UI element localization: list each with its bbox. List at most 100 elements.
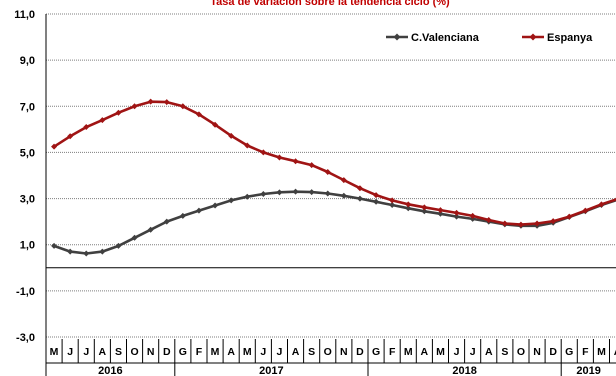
x-tick-label-month: O <box>517 346 525 358</box>
x-tick-label-month: A <box>614 346 616 358</box>
data-point <box>228 197 235 204</box>
x-tick-label-month: J <box>260 346 266 358</box>
x-tick-label-month: N <box>340 346 348 358</box>
x-tick-label-month: D <box>163 346 171 358</box>
data-point <box>195 111 202 118</box>
y-tick-label: 11,0 <box>14 9 35 21</box>
data-point <box>405 205 412 212</box>
y-tick-label: 3,0 <box>20 194 35 206</box>
data-point <box>51 143 58 150</box>
data-point <box>389 202 396 209</box>
y-tick-label: -1,0 <box>16 286 35 298</box>
data-point <box>308 162 315 169</box>
x-tick-label-month: O <box>130 346 138 358</box>
data-point <box>147 226 154 233</box>
x-tick-label-year: 2016 <box>98 365 122 376</box>
data-point <box>566 213 573 220</box>
data-point <box>244 193 251 200</box>
data-point <box>340 177 347 184</box>
data-point <box>115 109 122 116</box>
x-tick-label-month: G <box>372 346 380 358</box>
data-point <box>179 212 186 219</box>
x-tick-label-month: A <box>292 346 300 358</box>
data-point <box>212 202 219 209</box>
x-tick-label-month: G <box>565 346 573 358</box>
x-tick-label-month: F <box>389 346 396 358</box>
data-point <box>437 210 444 217</box>
x-tick-label-month: J <box>277 346 283 358</box>
x-tick-label-month: J <box>83 346 89 358</box>
x-tick-label-year: 2017 <box>259 365 283 376</box>
data-point <box>83 124 90 131</box>
x-tick-label-month: S <box>115 346 122 358</box>
legend-label-espanya: Espanya <box>547 32 593 44</box>
y-tick-label: 1,0 <box>20 240 35 252</box>
x-tick-label-month: A <box>421 346 429 358</box>
legend-item-espanya: Espanya <box>522 32 593 44</box>
chart-title: Tasa de variación sobre la tendencia cic… <box>210 0 450 8</box>
y-tick-label: 7,0 <box>20 101 35 113</box>
data-point <box>598 201 605 208</box>
data-point <box>260 149 267 156</box>
data-point <box>389 197 396 204</box>
data-point <box>437 207 444 214</box>
data-point <box>67 133 74 140</box>
legend-item-c-valenciana: C.Valenciana <box>386 32 480 44</box>
data-series <box>51 98 616 257</box>
data-point <box>324 190 331 197</box>
y-tick-labels: 11,0 9,0 7,0 5,0 3,0 1,0 -1,0 -3,0 <box>14 9 35 344</box>
data-point <box>163 218 170 225</box>
data-point <box>131 103 138 110</box>
y-tick-label: 5,0 <box>20 147 35 159</box>
data-point <box>469 212 476 219</box>
data-point <box>292 158 299 165</box>
data-point <box>115 242 122 249</box>
x-tick-label-month: N <box>147 346 155 358</box>
data-point <box>292 188 299 195</box>
data-point <box>356 195 363 202</box>
x-tick-label-month: O <box>324 346 332 358</box>
data-point <box>453 213 460 220</box>
data-point <box>534 220 541 227</box>
data-point <box>276 154 283 161</box>
x-tick-label-month: J <box>454 346 460 358</box>
x-tick-label-month: F <box>196 346 203 358</box>
data-point <box>67 248 74 255</box>
data-point <box>212 121 219 128</box>
x-tick-label-month: M <box>50 346 59 358</box>
series-c-valenciana <box>51 188 616 257</box>
x-tick-label-month: A <box>485 346 493 358</box>
x-tick-label-month: M <box>597 346 606 358</box>
data-point <box>373 198 380 205</box>
data-point <box>163 99 170 106</box>
data-point <box>195 207 202 214</box>
data-point <box>550 218 557 225</box>
x-tick-label-month: M <box>243 346 252 358</box>
x-tick-label-month: J <box>67 346 73 358</box>
data-point <box>582 207 589 214</box>
data-point <box>340 192 347 199</box>
legend: C.Valenciana Espanya <box>386 32 593 44</box>
x-tick-label-month: N <box>533 346 541 358</box>
grid-lines <box>46 13 616 338</box>
x-tick-label-month: M <box>211 346 220 358</box>
data-point <box>308 189 315 196</box>
data-point <box>83 250 90 257</box>
x-tick-label-month: J <box>470 346 476 358</box>
data-point <box>244 142 251 149</box>
data-point <box>99 117 106 124</box>
x-tick-label-month: A <box>99 346 107 358</box>
x-tick-label-month: S <box>308 346 315 358</box>
data-point <box>373 192 380 199</box>
data-point <box>51 242 58 249</box>
data-point <box>147 98 154 105</box>
data-point <box>324 169 331 176</box>
x-tick-label-month: G <box>179 346 187 358</box>
y-tick-label: -3,0 <box>16 332 35 344</box>
data-point <box>501 220 508 227</box>
x-tick-label-month: A <box>227 346 235 358</box>
x-tick-label-month: F <box>582 346 589 358</box>
x-tick-label-month: S <box>501 346 508 358</box>
legend-label-c-valenciana: C.Valenciana <box>411 32 480 44</box>
data-point <box>405 201 412 208</box>
